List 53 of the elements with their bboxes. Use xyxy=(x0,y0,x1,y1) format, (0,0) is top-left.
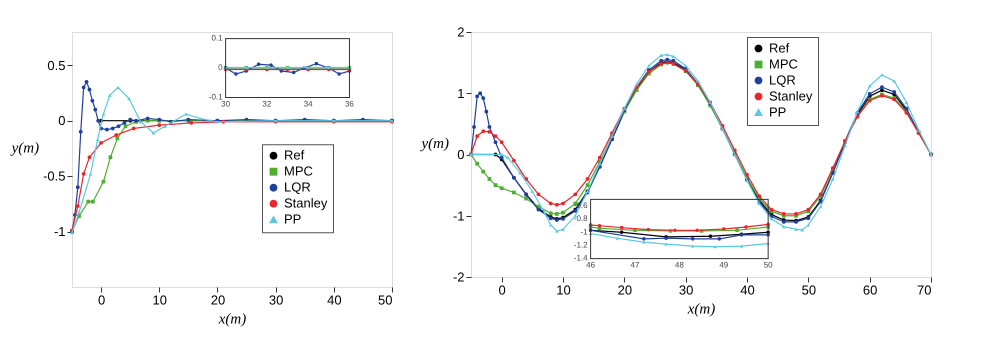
y-axis-title: y(m) xyxy=(419,136,449,152)
x-tick-label: 0 xyxy=(98,292,106,308)
y-tick-label: 0 xyxy=(58,113,66,128)
x-tick-label: 0 xyxy=(498,282,506,298)
legend-label: Stanley xyxy=(284,196,328,211)
legend-label: PP xyxy=(769,104,786,120)
legend-label: Ref xyxy=(284,148,305,163)
x-tick-label: 30 xyxy=(268,292,284,308)
x-tick-label: 36 xyxy=(344,100,354,109)
legend-label: LQR xyxy=(284,180,311,195)
y-tick-label: -1 xyxy=(452,208,464,224)
legend-label: MPC xyxy=(769,56,798,72)
x-tick-label: 10 xyxy=(152,292,168,308)
x-tick-label: 20 xyxy=(618,282,632,298)
x-tick-label: 70 xyxy=(917,282,932,298)
y-tick-label: -1.4 xyxy=(574,254,588,263)
y-tick-label: -2 xyxy=(452,270,464,284)
x-tick-label: 46 xyxy=(586,260,596,270)
legend-label: Stanley xyxy=(769,88,813,104)
legend-label: Ref xyxy=(769,40,790,56)
x-tick-label: 40 xyxy=(740,282,755,298)
y-tick-label: -1.2 xyxy=(574,240,588,250)
y-axis-title: y(m) xyxy=(10,140,40,156)
x-tick-label: 20 xyxy=(210,292,226,308)
x-tick-label: 40 xyxy=(327,292,342,308)
y-tick-label: -1 xyxy=(580,227,588,236)
x-tick-label: 48 xyxy=(674,260,684,270)
y-tick-label: 0.5 xyxy=(47,58,66,73)
legend-label: PP xyxy=(284,212,302,227)
legend-label: MPC xyxy=(284,164,313,179)
x-tick-label: 10 xyxy=(556,282,571,298)
y-tick-label: 2 xyxy=(457,24,464,40)
x-tick-label: 49 xyxy=(719,260,729,270)
y-tick-label: -0.1 xyxy=(208,92,224,102)
x-axis-title: x(m) xyxy=(218,312,246,328)
y-tick-label: -1 xyxy=(54,224,66,240)
x-tick-label: 34 xyxy=(304,100,314,109)
y-tick-label: -0.8 xyxy=(574,214,588,224)
legend-label: LQR xyxy=(769,72,796,88)
x-tick-label: 50 xyxy=(802,282,816,298)
x-tick-label: 50 xyxy=(378,292,392,308)
x-tick-label: 30 xyxy=(678,282,694,298)
x-tick-label: 50 xyxy=(764,260,774,270)
x-tick-label: 30 xyxy=(221,100,231,109)
x-axis-title: x(m) xyxy=(686,302,716,318)
y-tick-label: 0 xyxy=(218,63,224,72)
x-tick-label: 60 xyxy=(862,282,878,298)
y-tick-label: 0 xyxy=(457,147,464,162)
y-tick-label: 0.1 xyxy=(211,34,224,43)
y-tick-label: -0.5 xyxy=(43,168,66,184)
x-tick-label: 47 xyxy=(630,260,640,270)
y-tick-label: 1 xyxy=(457,86,464,101)
x-tick-label: 32 xyxy=(262,100,272,109)
